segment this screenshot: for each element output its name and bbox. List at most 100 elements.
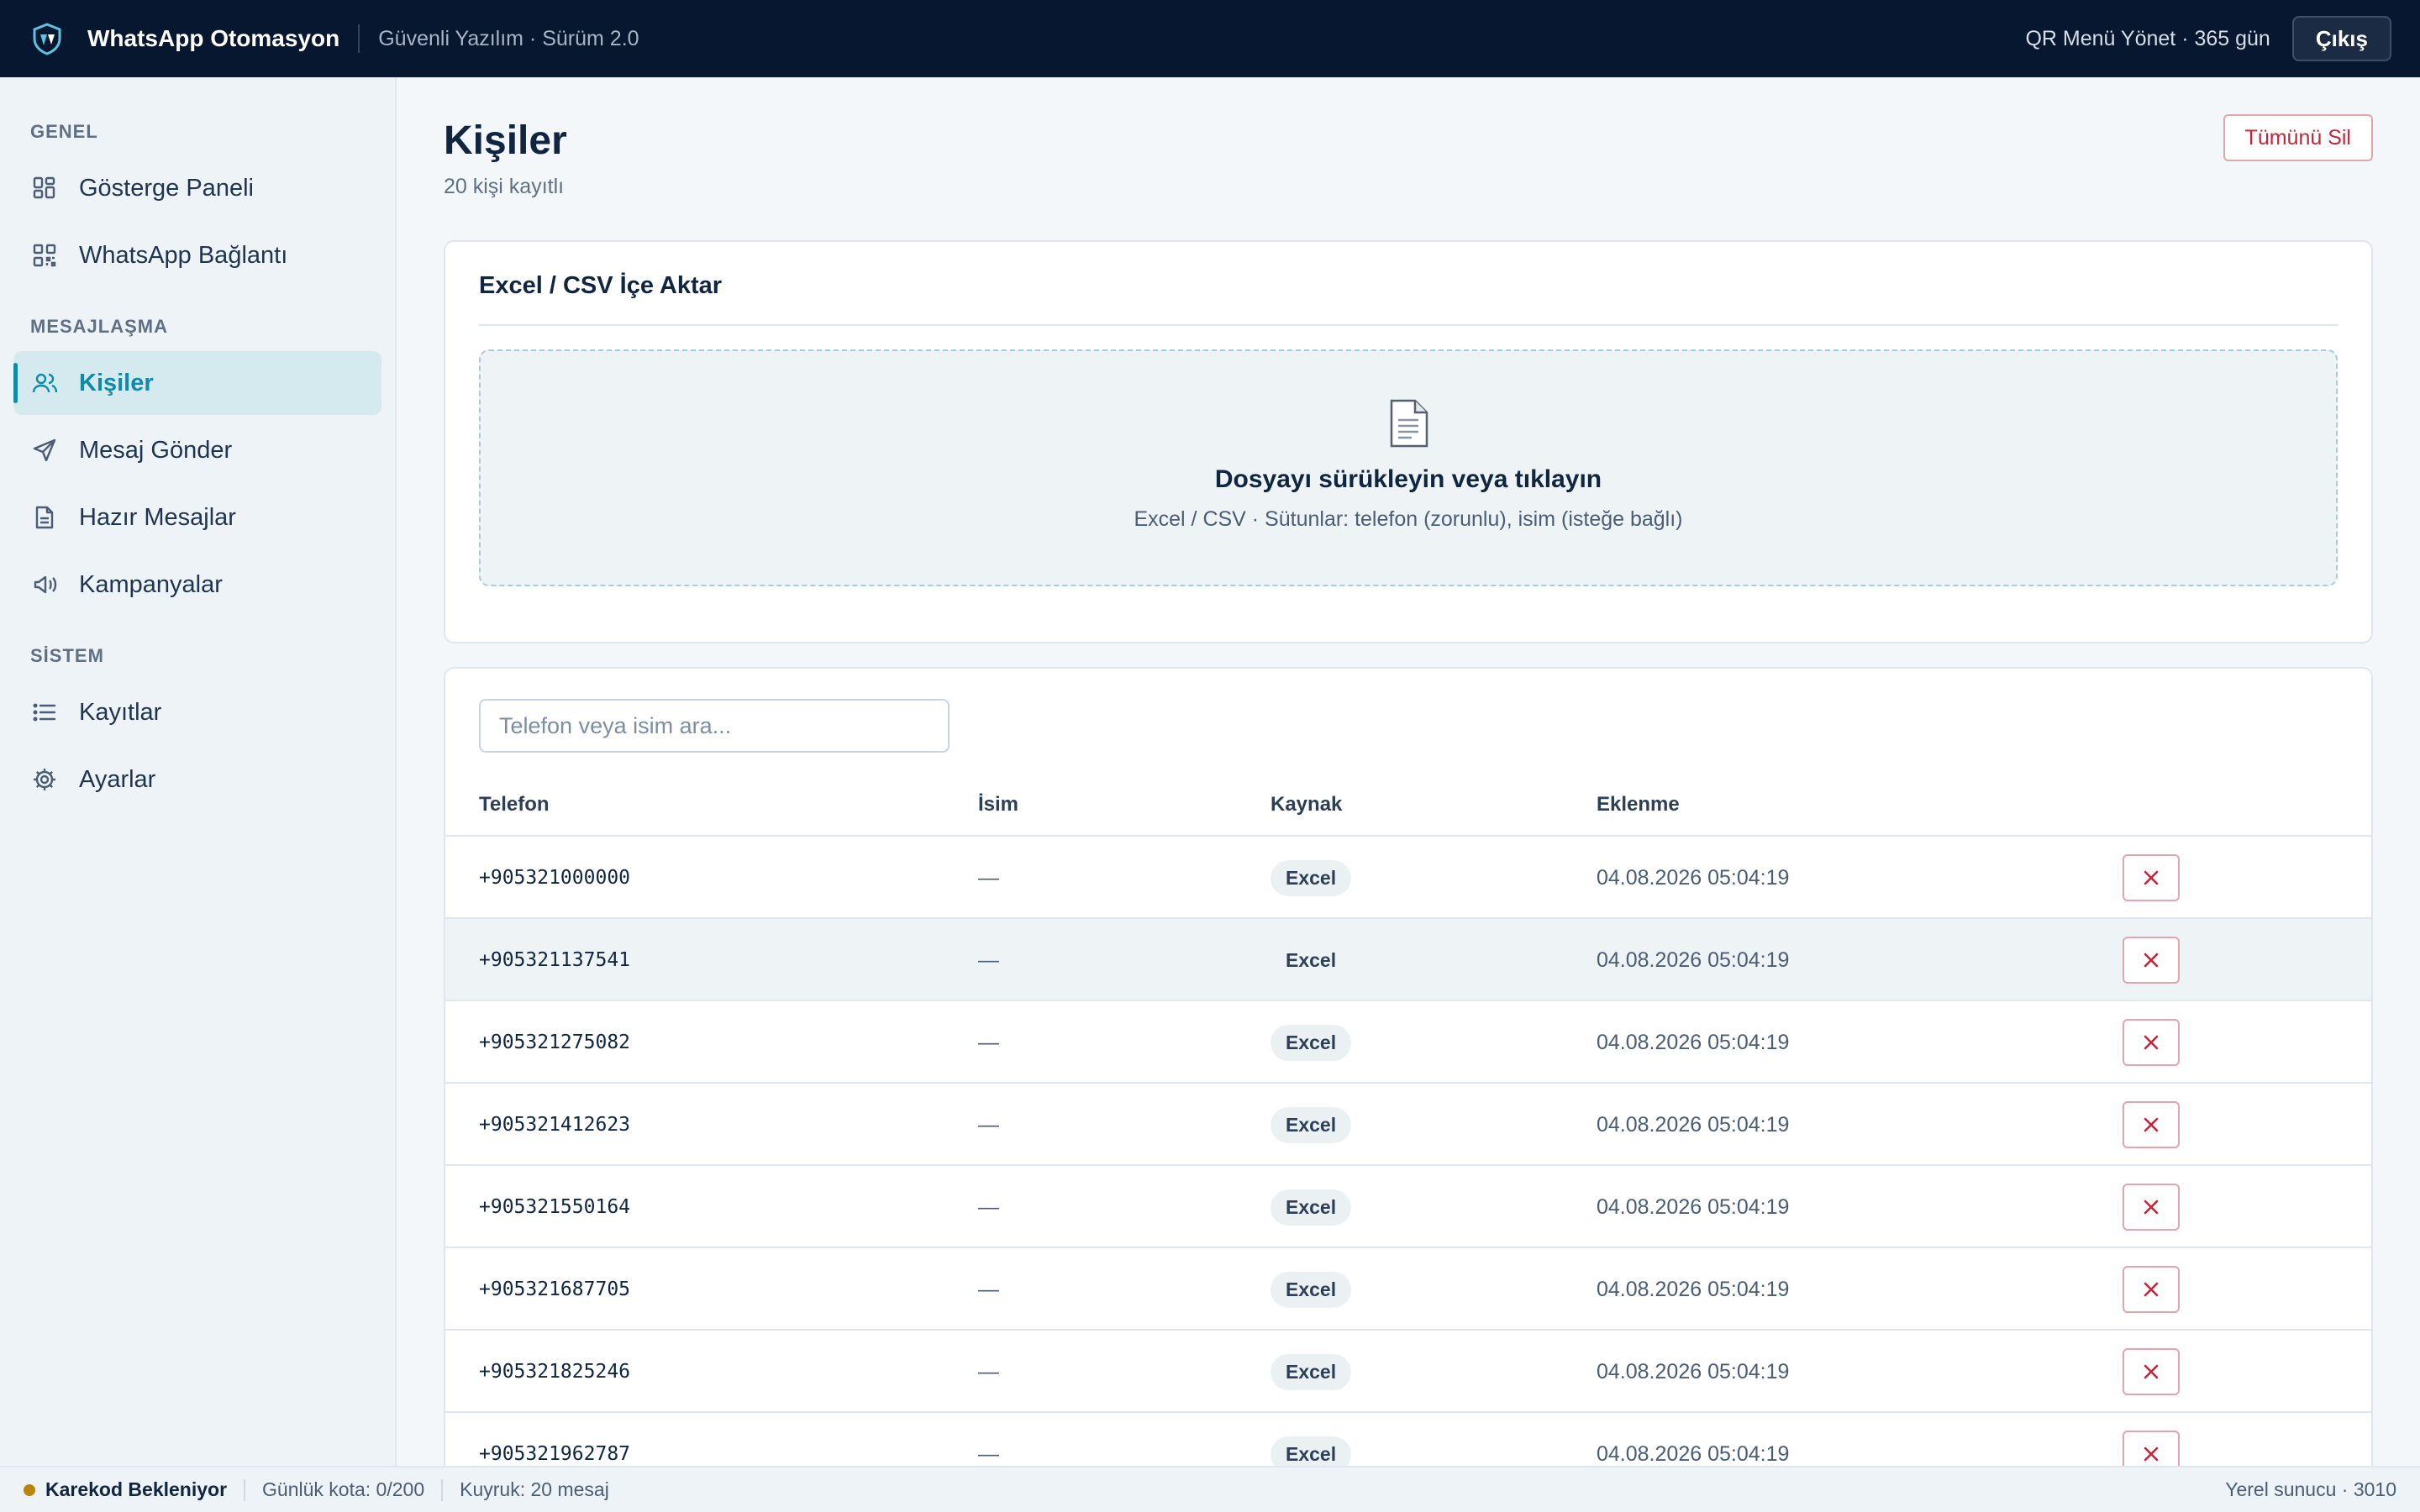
added-date-cell: 04.08.2026 05:04:19 [1597, 1030, 1790, 1054]
column-header-source[interactable]: Kaynak [1270, 793, 1343, 816]
sidebar-item-templates[interactable]: Hazır Mesajlar [13, 486, 381, 549]
delete-contact-button[interactable] [2123, 1431, 2180, 1466]
contacts-table-card: Telefon İsim Kaynak Eklenme +90532100000… [444, 667, 2373, 1466]
column-header-phone[interactable]: Telefon [479, 793, 550, 816]
name-cell: — [978, 865, 999, 890]
delete-contact-button[interactable] [2123, 1266, 2180, 1313]
dropzone-hint: Excel / CSV · Sütunlar: telefon (zorunlu… [1134, 507, 1683, 531]
gear-icon [30, 765, 59, 794]
import-card: Excel / CSV İçe Aktar Dosyayı sürükleyin… [444, 240, 2373, 643]
name-cell: — [978, 1277, 999, 1301]
phone-cell: +905321825246 [479, 1361, 631, 1383]
divider [441, 1478, 444, 1501]
name-cell: — [978, 948, 999, 972]
contact-count: 20 kişi kayıtlı [444, 175, 565, 198]
delete-contact-button[interactable] [2123, 1348, 2180, 1395]
delete-contact-button[interactable] [2123, 1184, 2180, 1231]
delete-cell [2123, 1166, 2180, 1248]
column-header-name[interactable]: İsim [978, 793, 1019, 816]
name-cell: — [978, 1441, 999, 1466]
sidebar-item-whatsapp-connection[interactable]: WhatsApp Bağlantı [13, 223, 381, 287]
delete-cell [2123, 1413, 2180, 1466]
source-cell: Excel [1270, 1248, 1352, 1331]
qr-status: Karekod Bekleniyor [45, 1478, 228, 1500]
delete-contact-button[interactable] [2123, 937, 2180, 984]
list-icon [30, 698, 59, 727]
file-icon [1385, 398, 1432, 449]
added-date-cell: 04.08.2026 05:04:19 [1597, 1359, 1790, 1383]
qr-code-icon [30, 241, 59, 270]
source-badge: Excel [1270, 1436, 1352, 1466]
sidebar-item-settings[interactable]: Ayarlar [13, 748, 381, 811]
sidebar-item-logs[interactable]: Kayıtlar [13, 680, 381, 744]
app-subtitle: Güvenli Yazılım · Sürüm 2.0 [378, 26, 639, 50]
delete-contact-button[interactable] [2123, 854, 2180, 901]
table-body: +905321000000— Excel 04.08.2026 05:04:19 +9… [445, 837, 2371, 1466]
delete-all-button[interactable]: Tümünü Sil [2223, 114, 2373, 161]
table-row[interactable]: +905321687705 — Excel 04.08.2026 05:04:19 [445, 1248, 2371, 1331]
main-content: Kişiler 20 kişi kayıtlı Tümünü Sil Excel… [398, 77, 2420, 1466]
phone-cell: +905321137541 [479, 949, 631, 971]
close-icon [2144, 1446, 2159, 1462]
phone-cell: +905321687705 [479, 1278, 631, 1300]
source-cell: Excel [1270, 919, 1351, 1001]
delete-contact-button[interactable] [2123, 1101, 2180, 1148]
server-info: Yerel sunucu · 3010 [2225, 1478, 2396, 1500]
table-row[interactable]: +905321550164 — Excel 04.08.2026 05:04:19 [445, 1166, 2371, 1248]
added-date-cell: 04.08.2026 05:04:19 [1597, 948, 1790, 972]
dropzone-title: Dosyayı sürükleyin veya tıklayın [1214, 465, 1602, 493]
phone-cell: +905321550164 [479, 1196, 631, 1218]
page-title: Kişiler [444, 118, 567, 163]
status-bar: Karekod Bekleniyor Günlük kota: 0/200 Ku… [0, 1466, 2420, 1512]
qr-menu-info[interactable]: QR Menü Yönet · 365 gün [2025, 26, 2270, 50]
added-date-cell: 04.08.2026 05:04:19 [1597, 1277, 1790, 1301]
megaphone-icon [30, 570, 59, 599]
table-row[interactable]: +905321137541 — Excel 04.08.2026 05:04:19 [445, 919, 2371, 1001]
added-date-cell: 04.08.2026 05:04:19 [1597, 1194, 1790, 1219]
phone-cell: +905321275082 [479, 1032, 631, 1053]
close-icon [2144, 1117, 2159, 1132]
file-dropzone[interactable]: Dosyayı sürükleyin veya tıklayın Excel /… [479, 349, 2338, 586]
added-date-cell: 04.08.2026 05:04:19 [1597, 1441, 1790, 1466]
delete-cell [2123, 1001, 2180, 1084]
sidebar: GENEL Gösterge Paneli WhatsApp Bağlantı … [0, 77, 397, 1466]
source-badge: Excel [1270, 1271, 1352, 1308]
sidebar-item-label: Kayıtlar [79, 698, 162, 726]
status-dot-icon [24, 1483, 35, 1496]
close-icon [2144, 1035, 2159, 1050]
top-right-area: QR Menü Yönet · 365 gün Çıkış [2025, 16, 2391, 61]
table-row[interactable]: +905321275082 — Excel 04.08.2026 05:04:19 [445, 1001, 2371, 1084]
source-badge: Excel [1270, 859, 1352, 896]
delete-cell [2123, 837, 2180, 919]
search-input[interactable] [479, 699, 950, 753]
name-cell: — [978, 1030, 999, 1054]
queue-count: Kuyruk: 20 mesaj [460, 1478, 609, 1500]
source-cell: Excel [1270, 1084, 1352, 1166]
close-icon [2144, 870, 2159, 885]
sidebar-item-contacts[interactable]: Kişiler [13, 351, 381, 415]
table-row[interactable]: +905321825246 — Excel 04.08.2026 05:04:19 [445, 1331, 2371, 1413]
table-row[interactable]: +905321412623 — Excel 04.08.2026 05:04:19 [445, 1084, 2371, 1166]
table-row[interactable]: +905321962787 — Excel 04.08.2026 05:04:19 [445, 1413, 2371, 1466]
sidebar-item-send-message[interactable]: Mesaj Gönder [13, 418, 381, 482]
delete-contact-button[interactable] [2123, 1019, 2180, 1066]
document-icon [30, 503, 59, 532]
table-row[interactable]: +905321000000 — Excel 04.08.2026 05:04:19 [445, 837, 2371, 919]
sidebar-item-label: Mesaj Gönder [79, 436, 233, 464]
close-icon [2144, 1364, 2159, 1379]
sidebar-section-messaging: MESAJLAŞMA [30, 316, 169, 337]
sidebar-item-label: Kampanyalar [79, 570, 223, 598]
added-date-cell: 04.08.2026 05:04:19 [1597, 1112, 1790, 1137]
column-header-added[interactable]: Eklenme [1597, 793, 1680, 816]
source-cell: Excel [1270, 1331, 1352, 1413]
source-cell: Excel [1270, 837, 1352, 919]
sidebar-item-label: Gösterge Paneli [79, 174, 254, 202]
divider [244, 1478, 246, 1501]
phone-cell: +905321412623 [479, 1114, 631, 1136]
delete-cell [2123, 1248, 2180, 1331]
divider [479, 324, 2338, 326]
logout-button[interactable]: Çıkış [2291, 16, 2391, 61]
sidebar-section-system: SİSTEM [30, 645, 104, 666]
sidebar-item-dashboard[interactable]: Gösterge Paneli [13, 156, 381, 220]
sidebar-item-campaigns[interactable]: Kampanyalar [13, 553, 381, 617]
